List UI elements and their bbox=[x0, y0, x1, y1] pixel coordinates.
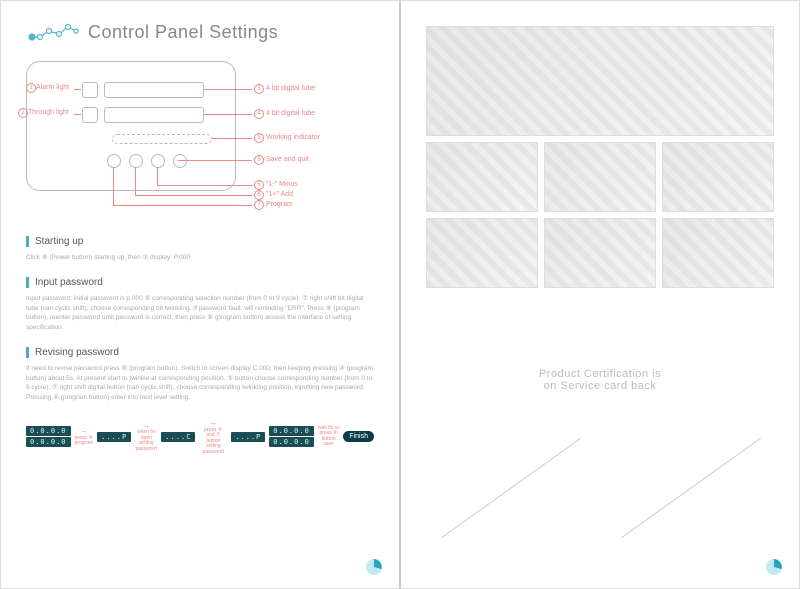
callout-minus: 5"1-" Minus bbox=[254, 180, 298, 190]
callout-save: 8Save and quit bbox=[254, 155, 309, 165]
lead-line bbox=[135, 167, 136, 195]
lead-line bbox=[204, 89, 252, 90]
callout-work: 9Working indicator bbox=[254, 133, 320, 143]
lead-line bbox=[157, 185, 252, 186]
digital-tube-2 bbox=[104, 107, 204, 123]
flow-step-2: →when 5s open setting password bbox=[135, 422, 157, 453]
finish-badge: Finish bbox=[343, 431, 374, 442]
page-title: Control Panel Settings bbox=[88, 22, 278, 43]
page-header: Control Panel Settings bbox=[26, 21, 374, 43]
panel-buttons bbox=[107, 154, 187, 168]
panel-frame bbox=[26, 61, 236, 191]
working-indicator bbox=[112, 134, 212, 144]
alarm-light-box bbox=[82, 82, 98, 98]
panel-btn-1 bbox=[107, 154, 121, 168]
lead-line bbox=[204, 114, 252, 115]
pie-icon bbox=[365, 558, 383, 578]
section-revise-body: If need to revise password press ⑧ (prog… bbox=[26, 364, 374, 403]
through-light-box bbox=[82, 107, 98, 123]
right-page: Product Certification is on Service card… bbox=[400, 0, 800, 589]
panel-btn-4 bbox=[173, 154, 187, 168]
lead-line bbox=[113, 167, 114, 205]
pie-icon bbox=[765, 558, 783, 578]
panel-btn-2 bbox=[129, 154, 143, 168]
callout-alarm: 1Alarm light bbox=[24, 83, 69, 93]
flow-step-3: →press ⑤ and ⑦ button setting password bbox=[199, 419, 227, 455]
gallery-photo-main bbox=[426, 26, 774, 136]
lead-line bbox=[113, 205, 252, 206]
panel-btn-3 bbox=[151, 154, 165, 168]
callout-tube2: 44 bit digital tube bbox=[254, 109, 315, 119]
gallery-photo bbox=[662, 142, 774, 212]
callout-through: 2Through light bbox=[16, 108, 69, 118]
certification-note: Product Certification is on Service card… bbox=[426, 368, 774, 392]
lcd-2: ....P bbox=[97, 432, 131, 442]
gallery-photo bbox=[544, 142, 656, 212]
password-flow: 0.0.0.00.0.0.0 →press ⑧ program ....P →w… bbox=[26, 419, 374, 455]
lcd-4: ....P bbox=[231, 432, 265, 442]
lead-line bbox=[135, 195, 252, 196]
lead-line bbox=[74, 89, 81, 90]
lcd-3: ....C bbox=[161, 432, 195, 442]
lead-line bbox=[178, 160, 252, 161]
network-logo-icon bbox=[26, 21, 80, 43]
gallery-photo bbox=[662, 218, 774, 288]
lcd-1: 0.0.0.00.0.0.0 bbox=[26, 426, 71, 447]
gallery-photo bbox=[426, 218, 538, 288]
image-gallery bbox=[426, 26, 774, 288]
section-starting-title: Starting up bbox=[26, 236, 374, 247]
lead-line bbox=[212, 138, 252, 139]
lcd-5: 0.0.0.00.0.0.0 bbox=[269, 426, 314, 447]
section-starting-body: Click ⑧ (Power button) starting up, then… bbox=[26, 253, 374, 263]
digital-tube-1 bbox=[104, 82, 204, 98]
gallery-photo bbox=[426, 142, 538, 212]
flow-step-4: wait 5s or press ⑧ button save bbox=[318, 426, 340, 448]
lead-line bbox=[157, 167, 158, 185]
callout-program: 7Program bbox=[254, 200, 293, 210]
gallery-photo bbox=[544, 218, 656, 288]
diagonal-lines-decor bbox=[431, 408, 771, 548]
section-input-body: Input password: initial password is p.00… bbox=[26, 294, 374, 333]
control-panel-diagram: 1Alarm light 2Through light 34 bit digit… bbox=[26, 61, 374, 211]
section-revise-title: Revising password bbox=[26, 347, 374, 358]
callout-add: 6"1+" Add bbox=[254, 190, 293, 200]
flow-step-1: →press ⑧ program bbox=[75, 427, 94, 447]
left-page: Control Panel Settings 1Alarm light 2Thr bbox=[0, 0, 400, 589]
lead-line bbox=[74, 114, 81, 115]
callout-tube1: 34 bit digital tube bbox=[254, 84, 315, 94]
section-input-title: Input password bbox=[26, 277, 374, 288]
